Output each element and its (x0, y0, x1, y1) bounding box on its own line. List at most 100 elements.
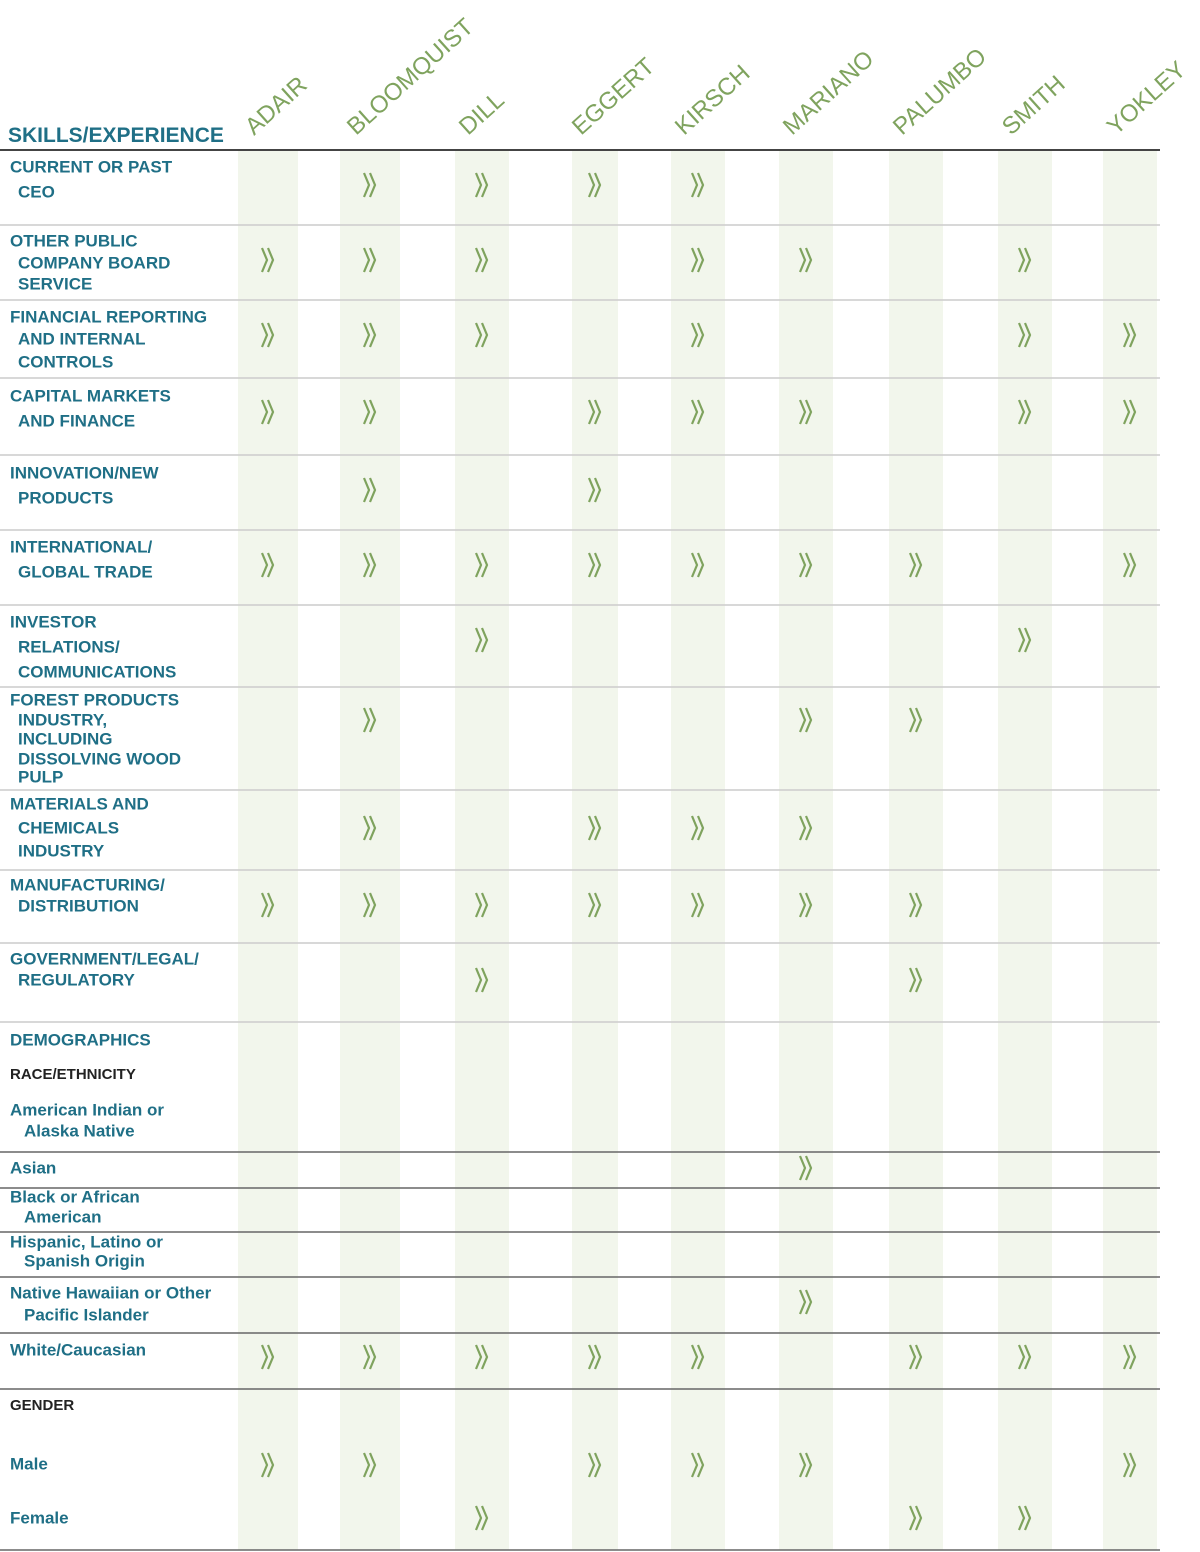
check-mark (1017, 322, 1032, 348)
row-label: CURRENT OR PAST (10, 157, 173, 176)
check-mark (587, 399, 602, 425)
check-mark (690, 247, 705, 273)
check-mark (587, 172, 602, 198)
row-label: White/Caucasian (10, 1340, 146, 1359)
row-label: INVESTOR (10, 612, 97, 631)
director-name: YOKLEY (1102, 56, 1191, 140)
check-mark (362, 477, 377, 503)
row-label: Black or African (10, 1187, 140, 1206)
check-mark (690, 1452, 705, 1478)
check-mark (1017, 627, 1032, 653)
row-label: Asian (10, 1158, 56, 1177)
check-mark (690, 1344, 705, 1370)
check-mark (690, 399, 705, 425)
check-mark (798, 1155, 813, 1181)
check-mark (1017, 399, 1032, 425)
director-name: SMITH (997, 70, 1071, 140)
check-mark (362, 892, 377, 918)
row-label: INCLUDING (18, 729, 112, 748)
check-mark (1122, 322, 1137, 348)
check-mark (260, 1452, 275, 1478)
check-mark (260, 552, 275, 578)
check-mark (474, 1344, 489, 1370)
director-name: KIRSCH (670, 60, 755, 141)
check-mark (362, 322, 377, 348)
row-label: American (24, 1207, 101, 1226)
check-mark (1122, 399, 1137, 425)
check-mark (587, 1344, 602, 1370)
check-mark (1017, 1505, 1032, 1531)
check-mark (587, 552, 602, 578)
check-mark (798, 892, 813, 918)
check-mark (587, 815, 602, 841)
check-mark (1017, 1344, 1032, 1370)
check-mark (690, 815, 705, 841)
check-mark (908, 707, 923, 733)
check-mark (798, 1452, 813, 1478)
column-band (779, 150, 833, 1550)
row-label: American Indian or (10, 1100, 164, 1119)
check-mark (908, 1505, 923, 1531)
director-name: MARIANO (778, 45, 879, 140)
row-label: CONTROLS (18, 352, 113, 371)
column-band (671, 150, 725, 1550)
check-mark (362, 815, 377, 841)
check-mark (798, 247, 813, 273)
check-mark (690, 172, 705, 198)
row-label: CAPITAL MARKETS (10, 386, 171, 405)
director-name: DILL (454, 86, 510, 140)
check-mark (474, 247, 489, 273)
header-title: SKILLS/EXPERIENCE (8, 124, 224, 147)
check-mark (474, 322, 489, 348)
check-mark (260, 892, 275, 918)
row-label: INDUSTRY (18, 841, 105, 860)
check-mark (362, 1452, 377, 1478)
column-band (455, 150, 509, 1550)
row-label: MATERIALS AND (10, 794, 149, 813)
subsection-title: GENDER (10, 1397, 74, 1414)
column-band (889, 150, 943, 1550)
row-label: MANUFACTURING/ (10, 875, 165, 894)
check-mark (690, 322, 705, 348)
row-label: Alaska Native (24, 1121, 135, 1140)
check-mark (260, 247, 275, 273)
row-label: COMMUNICATIONS (18, 662, 176, 681)
check-mark (798, 707, 813, 733)
check-mark (260, 1344, 275, 1370)
row-label: FINANCIAL REPORTING (10, 307, 207, 326)
check-mark (1122, 1344, 1137, 1370)
row-label: RELATIONS/ (18, 637, 120, 656)
row-label: INNOVATION/NEW (10, 463, 160, 482)
row-label: SERVICE (18, 274, 92, 293)
row-label: AND INTERNAL (18, 329, 146, 348)
row-label: Spanish Origin (24, 1251, 145, 1270)
row-label: INTERNATIONAL/ (10, 537, 153, 556)
row-label: COMPANY BOARD (18, 253, 170, 272)
row-label: GLOBAL TRADE (18, 562, 153, 581)
check-mark (260, 322, 275, 348)
column-band (340, 150, 400, 1550)
row-label: REGULATORY (18, 970, 135, 989)
check-mark (587, 1452, 602, 1478)
check-mark (474, 552, 489, 578)
row-label: CHEMICALS (18, 818, 119, 837)
check-mark (474, 892, 489, 918)
check-mark (474, 172, 489, 198)
column-band (238, 150, 298, 1550)
check-mark (798, 552, 813, 578)
row-label: PRODUCTS (18, 488, 113, 507)
check-mark (474, 627, 489, 653)
check-mark (362, 399, 377, 425)
row-label: OTHER PUBLIC (10, 231, 138, 250)
check-mark (362, 172, 377, 198)
check-mark (908, 967, 923, 993)
check-mark (1017, 247, 1032, 273)
row-label: Female (10, 1508, 69, 1527)
row-label: DISSOLVING WOOD (18, 749, 181, 768)
row-label: FOREST PRODUCTS (10, 690, 179, 709)
director-name: EGGERT (567, 53, 660, 141)
check-mark (362, 247, 377, 273)
check-mark (908, 552, 923, 578)
director-name: ADAIR (240, 71, 313, 140)
